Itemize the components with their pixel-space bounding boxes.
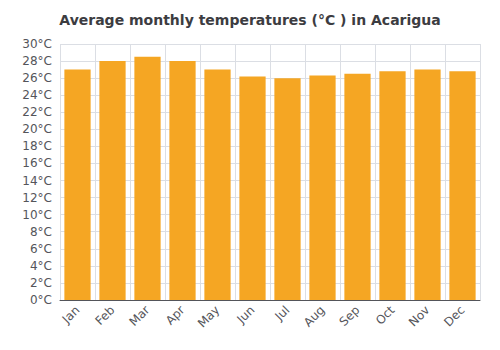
svg-text:14°C: 14°C [22, 174, 52, 188]
svg-text:26°C: 26°C [22, 71, 52, 85]
svg-text:2°C: 2°C [30, 276, 52, 290]
svg-text:Mar: Mar [127, 303, 153, 329]
svg-text:4°C: 4°C [30, 259, 52, 273]
svg-text:18°C: 18°C [22, 139, 52, 153]
svg-text:Oct: Oct [373, 303, 398, 328]
svg-text:Jul: Jul [272, 303, 293, 324]
svg-text:30°C: 30°C [22, 37, 52, 51]
svg-text:May: May [195, 303, 222, 330]
svg-text:Sep: Sep [337, 303, 363, 329]
svg-text:20°C: 20°C [22, 122, 52, 136]
svg-text:Nov: Nov [406, 303, 432, 329]
svg-text:6°C: 6°C [30, 242, 52, 256]
svg-text:Jan: Jan [59, 303, 83, 327]
svg-text:16°C: 16°C [22, 156, 52, 170]
svg-text:Jun: Jun [234, 303, 258, 327]
svg-text:22°C: 22°C [22, 105, 52, 119]
svg-text:28°C: 28°C [22, 54, 52, 68]
svg-text:Dec: Dec [441, 303, 467, 329]
svg-text:Aug: Aug [301, 303, 327, 329]
svg-text:8°C: 8°C [30, 225, 52, 239]
svg-text:Apr: Apr [163, 303, 188, 328]
svg-text:24°C: 24°C [22, 88, 52, 102]
svg-text:Average monthly temperatures (: Average monthly temperatures (°C ) in Ac… [59, 12, 440, 28]
svg-text:0°C: 0°C [30, 293, 52, 307]
svg-text:12°C: 12°C [22, 191, 52, 205]
svg-text:10°C: 10°C [22, 208, 52, 222]
svg-text:Feb: Feb [93, 303, 118, 328]
